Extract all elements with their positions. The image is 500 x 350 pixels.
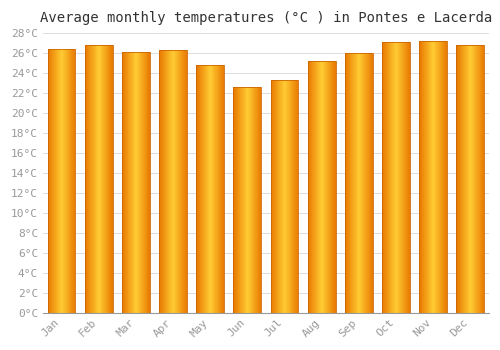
Bar — [345, 53, 373, 313]
Bar — [419, 41, 447, 313]
Bar — [456, 45, 484, 313]
Title: Average monthly temperatures (°C ) in Pontes e Lacerda: Average monthly temperatures (°C ) in Po… — [40, 11, 492, 25]
Bar — [159, 50, 187, 313]
Bar — [48, 49, 76, 313]
Bar — [270, 80, 298, 313]
Bar — [85, 45, 112, 313]
Bar — [234, 87, 262, 313]
Bar — [308, 61, 336, 313]
Bar — [196, 65, 224, 313]
Bar — [122, 52, 150, 313]
Bar — [382, 42, 410, 313]
